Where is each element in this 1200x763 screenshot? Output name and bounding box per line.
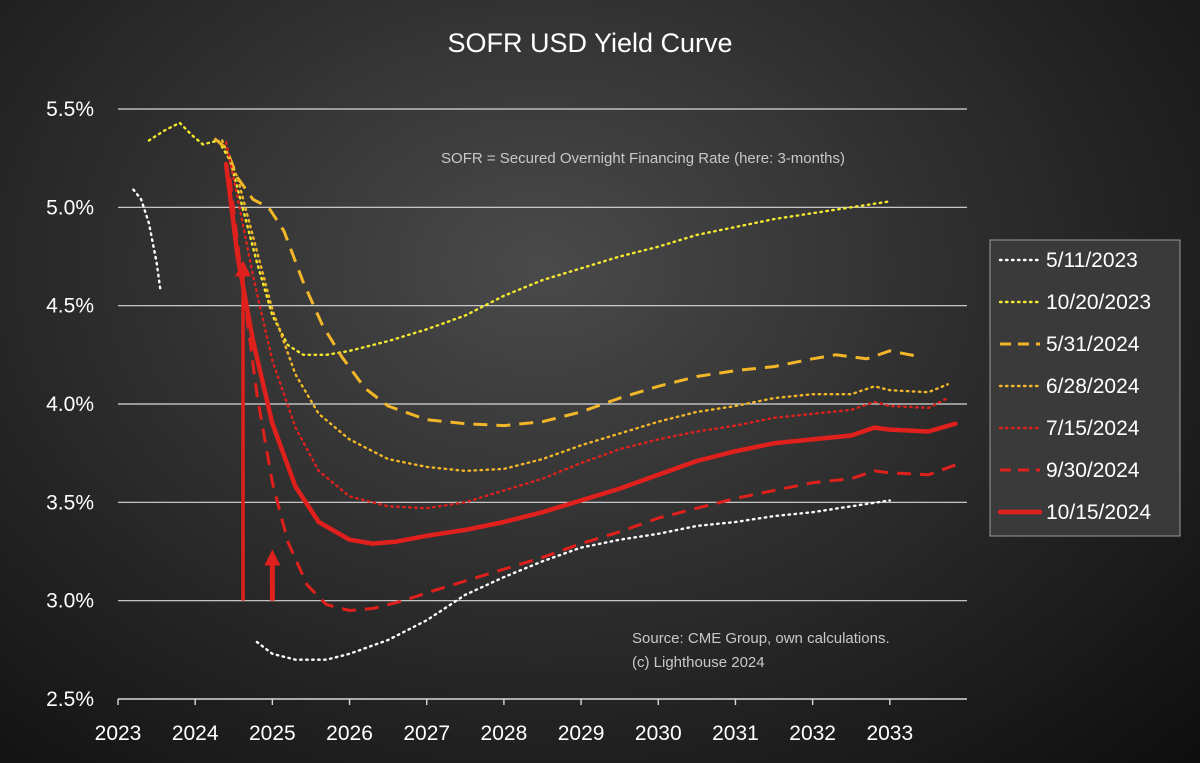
x-axis-ticks: 2023 2024 2025 2026 2027 2028 2029 2030 2031 2032… [95, 699, 913, 745]
series-line [255, 499, 891, 661]
legend: 5/11/2023 10/20/2023 5/31/2024 6/28/2024 7/1… [989, 239, 1181, 537]
y-tick-label: 5.0% [46, 196, 94, 219]
arrow-head [235, 260, 252, 277]
x-tick-label: 2024 [172, 722, 219, 745]
x-tick-label: 2030 [635, 722, 682, 745]
chart-title: SOFR USD Yield Curve [447, 28, 732, 58]
series-line [132, 188, 162, 292]
series-line [228, 177, 956, 612]
x-tick-label: 2023 [95, 722, 142, 745]
legend-label: 10/20/2023 [1046, 291, 1151, 314]
y-axis-ticks: 2.5% 3.0% 3.5% 4.0% 4.5% 5.0% 5.5% [46, 98, 94, 711]
y-tick-label: 3.0% [46, 590, 94, 613]
series-line [213, 137, 921, 428]
gridlines [118, 108, 967, 700]
series-line [221, 139, 949, 473]
copyright-annotation: (c) Lighthouse 2024 [632, 654, 765, 671]
x-tick-label: 2029 [558, 722, 605, 745]
source-annotation: Source: CME Group, own calculations. [632, 630, 890, 647]
x-tick-label: 2027 [403, 722, 450, 745]
series-line [147, 121, 891, 356]
legend-label: 5/11/2023 [1046, 249, 1138, 272]
legend-label: 6/28/2024 [1046, 375, 1140, 398]
y-tick-label: 2.5% [46, 688, 94, 711]
x-tick-label: 2033 [866, 722, 913, 745]
x-tick-label: 2031 [712, 722, 759, 745]
arrow-head [264, 549, 281, 566]
y-tick-label: 3.5% [46, 491, 94, 514]
x-tick-label: 2025 [249, 722, 296, 745]
y-tick-label: 4.0% [46, 393, 94, 416]
series-line [223, 161, 958, 546]
legend-label: 5/31/2024 [1046, 333, 1140, 356]
legend-label: 9/30/2024 [1046, 459, 1140, 482]
x-tick-label: 2028 [481, 722, 528, 745]
legend-label: 7/15/2024 [1046, 417, 1140, 440]
legend-box [989, 239, 1181, 537]
y-tick-label: 5.5% [46, 98, 94, 121]
change-arrows [235, 260, 281, 601]
legend-label: 10/15/2024 [1046, 501, 1151, 524]
series-lines [132, 121, 958, 661]
definition-annotation: SOFR = Secured Overnight Financing Rate … [441, 150, 845, 167]
y-tick-label: 4.5% [46, 295, 94, 318]
x-tick-label: 2026 [326, 722, 373, 745]
x-tick-label: 2032 [789, 722, 836, 745]
series-line [224, 141, 949, 510]
